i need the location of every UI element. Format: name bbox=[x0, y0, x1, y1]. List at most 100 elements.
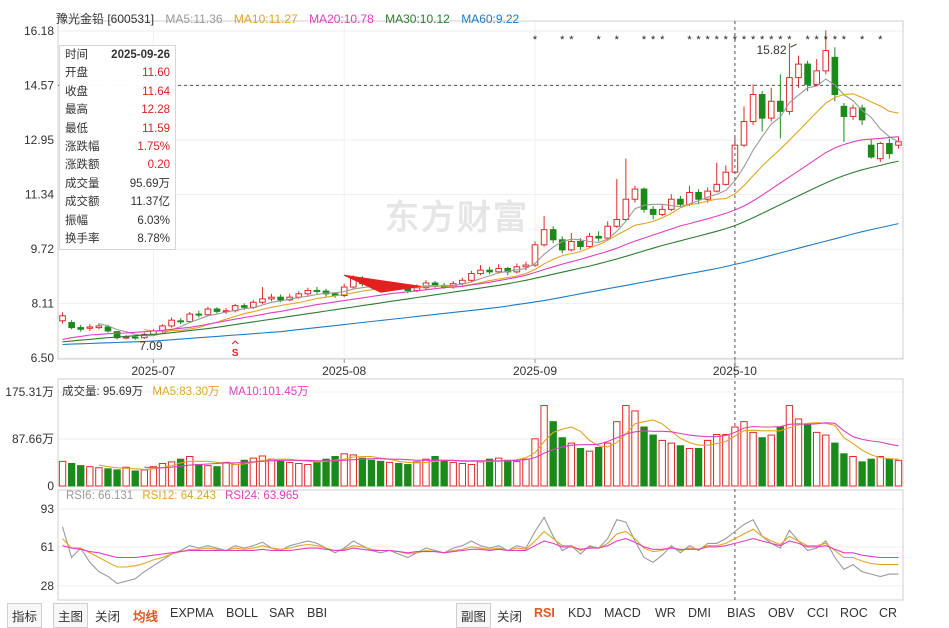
toolbar-right-button[interactable]: 关闭 bbox=[497, 610, 523, 624]
tooltip-row: 换手率 8.78% bbox=[60, 230, 175, 248]
volume-tick-label: 87.66万 bbox=[12, 432, 54, 446]
toolbar-left-button[interactable]: 关闭 bbox=[95, 610, 121, 624]
volume-bar bbox=[576, 447, 585, 487]
toolbar-right-button[interactable]: CCI bbox=[807, 606, 829, 620]
toolbar-right-button[interactable]: ROC bbox=[840, 606, 868, 620]
candle-body bbox=[177, 320, 184, 323]
toolbar-right-button[interactable]: 副图 bbox=[456, 603, 492, 628]
candle-body bbox=[304, 289, 312, 295]
volume-bar bbox=[685, 447, 694, 487]
volume-bar bbox=[286, 461, 294, 487]
rsi6-readout: RSI6: 66.131 bbox=[66, 490, 134, 502]
volume-bar bbox=[722, 434, 730, 487]
candle-body bbox=[268, 296, 275, 300]
toolbar-right-button[interactable]: BIAS bbox=[727, 606, 756, 620]
toolbar-right-button[interactable]: WR bbox=[655, 606, 676, 620]
volume-bar bbox=[258, 455, 267, 487]
event-marker: * bbox=[569, 34, 574, 46]
volume-bar bbox=[467, 464, 476, 487]
event-marker: * bbox=[533, 34, 538, 46]
tooltip-key: 时间 bbox=[65, 49, 88, 61]
volume-bar bbox=[122, 466, 130, 487]
volume-bar bbox=[840, 453, 848, 487]
candle-body bbox=[577, 240, 584, 248]
volume-bar bbox=[485, 458, 494, 487]
volume-bar bbox=[186, 456, 194, 487]
tooltip-row: 成交额 11.37亿 bbox=[60, 193, 175, 211]
toolbar-left-button[interactable]: BOLL bbox=[226, 606, 258, 620]
date-tick-label: 2025-07 bbox=[131, 364, 175, 378]
volume-bar bbox=[803, 423, 812, 487]
volume-bar bbox=[640, 426, 648, 487]
volume-bar bbox=[295, 462, 303, 487]
toolbar-left-button[interactable]: 指标 bbox=[7, 603, 43, 628]
toolbar-left-button[interactable]: BBI bbox=[307, 606, 328, 620]
volume-ma10-line bbox=[144, 422, 899, 469]
candle-body bbox=[195, 313, 203, 316]
volume-bar bbox=[831, 442, 839, 487]
volume-tick-label: 0 bbox=[47, 479, 54, 493]
toolbar-right-button[interactable]: DMI bbox=[688, 606, 711, 620]
volume-tick-label: 175.31万 bbox=[5, 385, 54, 399]
volume-bar bbox=[613, 421, 621, 487]
event-marker: * bbox=[724, 34, 729, 46]
toolbar-right-button[interactable]: MACD bbox=[604, 606, 641, 620]
toolbar-left-button[interactable]: SAR bbox=[269, 606, 295, 620]
tooltip-key: 收盘 bbox=[65, 85, 88, 98]
rsi-lines bbox=[61, 516, 899, 585]
volume-bar bbox=[513, 460, 521, 487]
volume-bar bbox=[713, 434, 721, 487]
volume-bar bbox=[549, 421, 557, 487]
rsi-line-rsi24 bbox=[62, 538, 899, 559]
tooltip-key: 成交量 bbox=[65, 177, 100, 190]
candle-body bbox=[595, 235, 602, 239]
volume-readout: 成交量: 95.69万 bbox=[62, 386, 144, 398]
candle-body bbox=[667, 198, 675, 210]
event-marker: * bbox=[651, 34, 656, 46]
volume-bar bbox=[558, 437, 566, 487]
volume-bar bbox=[413, 461, 421, 487]
toolbar-right-button[interactable]: KDJ bbox=[568, 606, 592, 620]
volume-bar bbox=[176, 458, 185, 487]
volume-header: 成交量: 95.69万 MA5:83.30万 MA10:101.45万 bbox=[62, 383, 315, 399]
drawn-triangle bbox=[343, 274, 421, 293]
volume-bar bbox=[449, 461, 457, 487]
toolbar-left-button[interactable]: 主图 bbox=[53, 603, 89, 628]
volume-bar bbox=[385, 461, 394, 487]
toolbar-right-button[interactable]: CR bbox=[879, 606, 898, 620]
toolbar-right-button[interactable]: OBV bbox=[768, 606, 795, 620]
event-marker: * bbox=[878, 34, 883, 46]
volume-bar bbox=[622, 405, 630, 487]
indicator-toolbar: 指标 主图 关闭 均线 EXPMA BOLL SAR BBI 副图 关闭 RSI KDJ MACD WR D… bbox=[0, 600, 949, 628]
volume-bar bbox=[167, 461, 176, 487]
event-marker: * bbox=[660, 34, 665, 46]
volume-bar bbox=[222, 461, 230, 487]
moving-average-lines bbox=[62, 78, 899, 346]
candle-body bbox=[540, 229, 548, 246]
toolbar-left-button[interactable]: 均线 bbox=[133, 610, 159, 624]
volume-bar bbox=[540, 405, 548, 487]
candle-body bbox=[649, 208, 657, 215]
candle-body bbox=[640, 188, 648, 210]
volume-bar bbox=[631, 410, 639, 487]
toolbar-left-button[interactable]: EXPMA bbox=[170, 606, 214, 620]
volume-ma5-readout: MA5:83.30万 bbox=[152, 386, 220, 398]
event-marker: * bbox=[787, 34, 792, 46]
tooltip-value: 0.20 bbox=[147, 159, 170, 172]
candle-body bbox=[504, 267, 512, 273]
candle-body bbox=[568, 240, 575, 251]
rsi-header: RSI6: 66.131 RSI12: 64.243 RSI24: 63.965 bbox=[66, 490, 305, 502]
event-marker: * bbox=[842, 34, 847, 46]
toolbar-right-button[interactable]: RSI bbox=[534, 606, 555, 620]
event-marker: * bbox=[696, 34, 701, 46]
volume-bar bbox=[267, 458, 276, 487]
tooltip-value: 6.03% bbox=[137, 214, 170, 227]
price-tick-label: 11.34 bbox=[25, 188, 54, 202]
volume-bar bbox=[440, 459, 448, 487]
price-tick-label: 14.57 bbox=[24, 78, 54, 92]
volume-bar bbox=[95, 467, 103, 487]
tooltip-key: 涨跌额 bbox=[65, 159, 100, 172]
volume-bar bbox=[349, 454, 357, 487]
candle-body bbox=[168, 319, 175, 327]
